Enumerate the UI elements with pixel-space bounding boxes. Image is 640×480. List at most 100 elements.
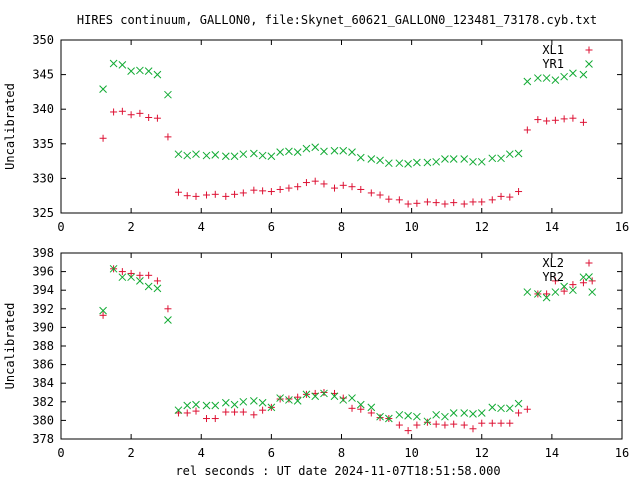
panel2-point-YR2-46-d2 — [523, 288, 532, 296]
panel2-point-YR2-44 — [505, 404, 514, 413]
panel1-point-XL1-48 — [543, 117, 551, 125]
panel1-point-YR1-39 — [460, 155, 469, 163]
panel2-point-YR2-19 — [276, 394, 284, 402]
panel2-point-YR2-24-d2 — [320, 389, 328, 398]
panel2-point-XL2-20 — [285, 395, 293, 403]
panel2-point-YR2-33 — [404, 411, 412, 420]
panel2-legend-marker-YR2 — [585, 273, 593, 281]
panel1-point-YR1-18-d2 — [267, 152, 276, 161]
panel2-point-XL2-16 — [250, 411, 258, 419]
panel1-point-YR1-35 — [423, 158, 432, 167]
panel2-point-YR2-39 — [460, 409, 469, 417]
panel2-point-YR2-17 — [258, 398, 267, 407]
panel1-point-YR1-0-d2 — [99, 85, 107, 93]
panel1-point-XL1-8 — [174, 188, 182, 196]
panel2-point-XL2-17 — [259, 406, 267, 414]
panel2-point-XL2-30 — [376, 414, 384, 422]
panel1-point-YR1-24 — [320, 147, 328, 156]
panel2-point-YR2-51 — [569, 286, 577, 295]
panel2-point-XL2-5 — [145, 271, 153, 279]
panel1-point-YR1-44 — [505, 150, 514, 159]
panel2-point-YR2-27-d2 — [348, 394, 356, 402]
panel1-point-YR1-30-d2 — [376, 156, 384, 165]
panel2-point-YR2-16 — [249, 397, 258, 405]
panel2-xtick-label: 16 — [615, 446, 629, 460]
panel1-point-YR1-28-d2 — [356, 153, 365, 162]
panel2-point-XL2-48 — [543, 290, 551, 298]
panel2-point-XL2-39 — [460, 421, 468, 429]
panel1-point-YR1-41-d2 — [477, 157, 486, 166]
panel1-point-YR1-51-d2 — [569, 69, 577, 78]
panel2-point-YR2-23 — [311, 392, 320, 401]
panel1-point-XL1-7 — [164, 133, 172, 141]
panel1-y-axis-label: Uncalibrated — [3, 83, 17, 170]
panel1-point-XL1-15 — [239, 189, 247, 197]
panel2-point-YR2-27 — [348, 394, 356, 402]
panel1-series-YR1 — [99, 59, 588, 168]
panel2-point-YR2-25-d2 — [330, 392, 339, 401]
panel2-point-YR2-47 — [533, 290, 542, 298]
panel1-point-YR1-8-d2 — [174, 150, 183, 159]
panel2-point-YR2-53 — [588, 288, 597, 296]
panel1-point-YR1-34 — [413, 158, 421, 167]
panel1-xtick-label: 16 — [615, 220, 629, 234]
panel1-legend-label-XL1: XL1 — [542, 43, 564, 57]
panel2-point-YR2-44-d2 — [505, 404, 514, 413]
panel1-point-YR1-51 — [569, 69, 577, 78]
panel1-point-YR1-23 — [311, 143, 320, 152]
panel1-point-YR1-32 — [395, 159, 404, 168]
panel2-point-YR2-10-d2 — [192, 400, 200, 409]
panel2-series-YR2 — [99, 264, 597, 426]
panel2-point-YR2-33-d2 — [404, 411, 412, 420]
panel2-point-XL2-2 — [118, 268, 126, 276]
panel2-point-YR2-36-d2 — [432, 410, 441, 419]
panel1-point-YR1-3 — [127, 67, 135, 75]
panel1-point-XL1-27 — [348, 183, 356, 191]
panel1-point-YR1-50 — [560, 72, 569, 81]
panel1-point-YR1-21 — [293, 148, 302, 156]
panel2-point-XL2-45 — [515, 409, 523, 417]
panel2-point-YR2-8-d2 — [174, 406, 183, 415]
panel2-point-XL2-29 — [367, 409, 375, 417]
panel2-point-YR2-43-d2 — [497, 404, 505, 413]
panel1-point-XL1-43 — [497, 192, 505, 200]
panel1-point-YR1-13 — [221, 152, 230, 161]
panel2-point-YR2-37-d2 — [441, 412, 449, 421]
panel1-point-YR1-4-d2 — [136, 66, 144, 75]
panel2-series-XL2 — [99, 265, 596, 435]
panel2-point-YR2-19-d2 — [276, 394, 284, 402]
panel1-point-YR1-22-d2 — [302, 144, 311, 153]
panel2-point-YR2-3-d2 — [127, 273, 135, 282]
panel2-point-YR2-9-d2 — [183, 401, 192, 410]
panel2-point-XL2-21 — [294, 393, 302, 401]
panel1-point-YR1-36-d2 — [432, 157, 441, 166]
panel1-point-YR1-6 — [153, 70, 162, 79]
panel1-point-YR1-5 — [144, 67, 153, 75]
panel2-point-YR2-34-d2 — [413, 412, 421, 421]
panel2-point-YR2-49 — [551, 288, 560, 296]
panel2-point-YR2-20 — [285, 396, 293, 404]
panel2-point-YR2-18-d2 — [267, 403, 276, 412]
panel1-point-XL1-14 — [231, 190, 239, 198]
panel2-point-YR2-16-d2 — [249, 397, 258, 405]
panel2-point-YR2-40-d2 — [469, 410, 477, 418]
panel2-point-XL2-9 — [183, 409, 191, 417]
panel2-point-XL2-7 — [164, 305, 172, 313]
panel2-point-YR2-11 — [202, 401, 211, 410]
panel1-point-YR1-25 — [330, 146, 339, 155]
panel1-point-YR1-27 — [348, 148, 356, 156]
panel2-point-YR2-48 — [542, 293, 551, 302]
panel2-point-YR2-41 — [477, 409, 486, 417]
panel1-point-XL1-0 — [99, 134, 107, 142]
panel2-point-YR2-26 — [339, 396, 348, 404]
panel2-point-XL2-53 — [588, 277, 596, 285]
panel2-point-YR2-17-d2 — [258, 398, 267, 407]
panel1-point-XL1-42 — [488, 196, 496, 204]
panel1-point-YR1-3-d2 — [127, 67, 135, 75]
panel2-point-YR2-5-d2 — [144, 282, 153, 291]
panel1-xtick-label: 10 — [404, 220, 418, 234]
panel2-point-YR2-41-d2 — [477, 409, 486, 417]
panel2-ytick-label: 382 — [32, 395, 54, 409]
panel1-ytick-label: 330 — [32, 171, 54, 185]
panel1-point-YR1-28 — [356, 153, 365, 162]
